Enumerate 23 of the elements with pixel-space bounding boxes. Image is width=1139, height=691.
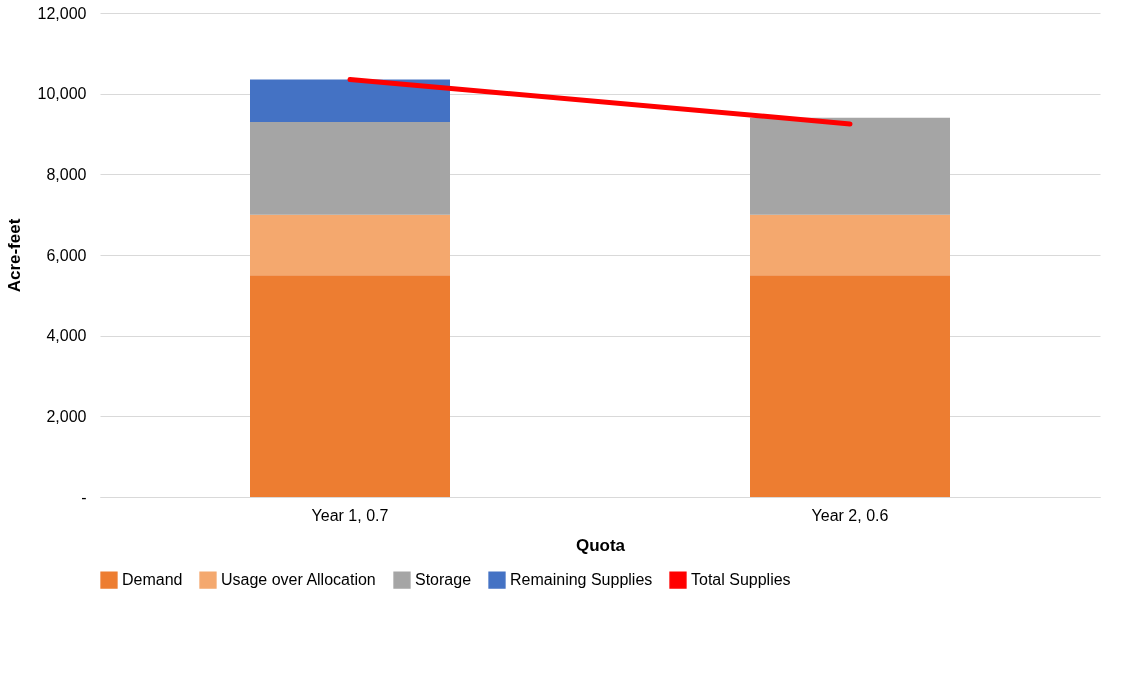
bar: [250, 275, 450, 497]
bar: [750, 275, 950, 497]
bar: [250, 214, 450, 276]
legend-label: Total Supplies: [691, 571, 791, 589]
legend-label: Usage over Allocation: [221, 571, 376, 589]
bar: [750, 117, 950, 215]
y-tick-label: -: [81, 488, 87, 506]
y-tick-label: 12,000: [37, 4, 87, 22]
bar: [750, 214, 950, 276]
legend-label: Storage: [415, 571, 472, 589]
y-tick-label: 2,000: [46, 407, 87, 425]
bar: [250, 121, 450, 215]
x-tick-label: Year 2, 0.6: [811, 506, 889, 524]
legend-label: Demand: [122, 571, 183, 589]
y-tick-label: 6,000: [46, 246, 87, 264]
legend-label: Remaining Supplies: [510, 571, 653, 589]
y-axis-title: Acre-feet: [4, 218, 24, 293]
y-tick-label: 4,000: [46, 327, 87, 345]
y-tick-label: 8,000: [46, 165, 87, 183]
x-tick-label: Year 1, 0.7: [311, 506, 389, 524]
bar: [250, 79, 450, 122]
x-axis-title: Quota: [575, 535, 626, 555]
y-tick-label: 10,000: [37, 85, 87, 103]
